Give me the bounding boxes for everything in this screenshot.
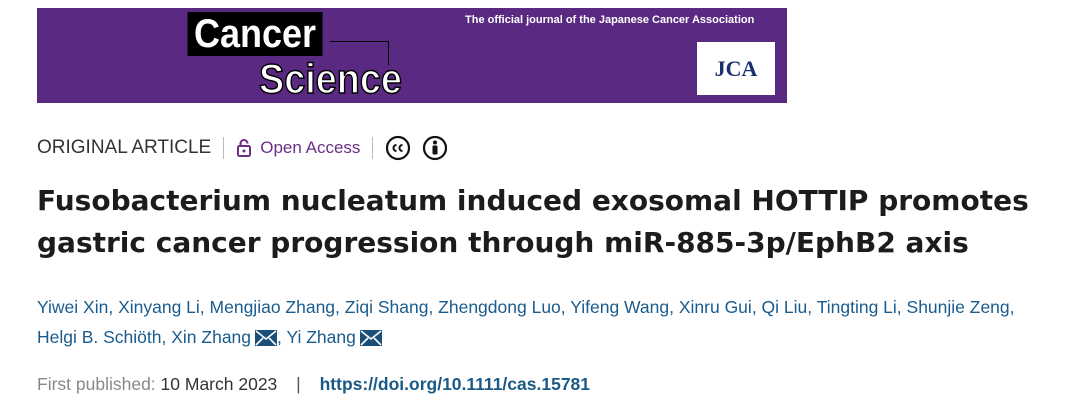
author-name: Qi Liu	[761, 297, 808, 317]
author[interactable]: Xinru Gui	[679, 297, 762, 317]
access-label: Open Access	[260, 138, 361, 157]
doi-link[interactable]: https://doi.org/10.1111/cas.15781	[319, 374, 591, 394]
author-name: Yiwei Xin	[37, 297, 109, 317]
publication-info: First published: 10 March 2023 https://d…	[37, 374, 590, 395]
author[interactable]: Mengjiao Zhang	[210, 297, 345, 317]
author-name: Yi Zhang	[286, 327, 356, 347]
tagline: The official journal of the Japanese Can…	[465, 14, 755, 26]
separator	[223, 137, 225, 159]
corresponding-icon[interactable]	[359, 330, 382, 346]
author[interactable]: Xin Zhang	[171, 327, 286, 347]
article-title: Fusobacterium nucleatum induced exosomal…	[37, 184, 1029, 259]
journal-banner[interactable]: Cancer Science The official journal of t…	[37, 8, 787, 103]
author-name: Xinyang Li	[118, 297, 200, 317]
author[interactable]: Yi Zhang	[286, 327, 382, 347]
society-logo: JCA	[697, 42, 775, 95]
author[interactable]: Qi Liu	[762, 297, 817, 317]
author[interactable]: Yifeng Wang	[570, 297, 679, 317]
author[interactable]: Shunjie Zeng	[907, 297, 1015, 317]
author-name: Shunjie Zeng	[906, 297, 1010, 317]
author-name: Yifeng Wang	[570, 297, 670, 317]
lock-icon	[237, 139, 252, 157]
author-list: Yiwei Xin Xinyang Li Mengjiao Zhang Ziqi Sh…	[37, 292, 1037, 352]
journal-word: Science	[258, 55, 402, 103]
author-name: Tingting Li	[816, 297, 897, 317]
author-name: Helgi B. Schiöth	[37, 327, 162, 347]
author[interactable]: Tingting Li	[817, 297, 907, 317]
author-name: Zhengdong Luo	[438, 297, 561, 317]
author[interactable]: Xinyang Li	[118, 297, 209, 317]
separator	[372, 137, 374, 159]
corresponding-icon[interactable]	[255, 330, 278, 346]
license-icons[interactable]	[385, 134, 448, 162]
author[interactable]: Yiwei Xin	[37, 297, 118, 317]
logo-line	[388, 41, 389, 65]
author-name: Mengjiao Zhang	[209, 297, 336, 317]
author-name: Xin Zhang	[171, 327, 252, 347]
article-meta: ORIGINAL ARTICLE Open Access	[37, 134, 448, 162]
author[interactable]: Zhengdong Luo	[438, 297, 570, 317]
author[interactable]: Helgi B. Schiöth	[37, 327, 171, 347]
separator	[282, 374, 315, 394]
author-name: Xinru Gui	[678, 297, 752, 317]
author[interactable]: Ziqi Shang	[345, 297, 438, 317]
published-date: 10 March 2023	[160, 374, 278, 394]
published-label: First published:	[37, 374, 156, 394]
logo-line	[330, 41, 388, 42]
journal-word: Cancer	[187, 12, 323, 56]
article-type: ORIGINAL ARTICLE	[37, 137, 212, 158]
author-name: Ziqi Shang	[344, 297, 429, 317]
open-access[interactable]: Open Access	[236, 138, 360, 158]
